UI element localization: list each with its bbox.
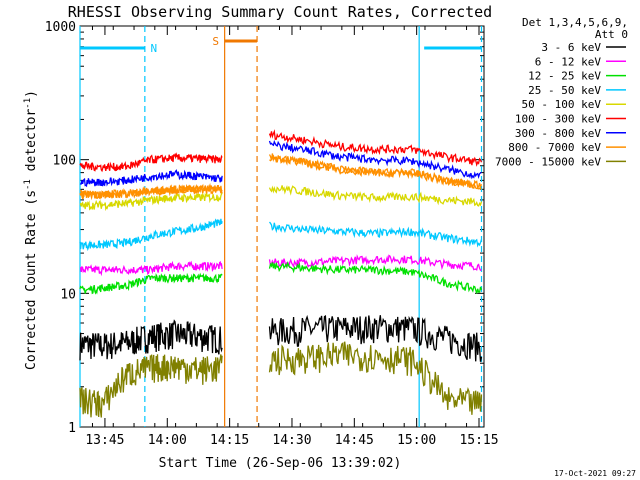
series-100-300-kev: [79, 129, 483, 173]
chart-title: RHESSI Observing Summary Count Rates, Co…: [68, 3, 492, 21]
series-line: [79, 218, 223, 252]
series-line: [268, 261, 483, 294]
series-line: [79, 354, 223, 418]
x-tick-label: 15:00: [397, 433, 436, 448]
series-line: [79, 191, 223, 212]
series-line: [268, 139, 482, 180]
series-line: [268, 341, 483, 415]
y-tick-label: 1: [68, 421, 76, 436]
series-line: [79, 152, 223, 173]
legend-entry-label: 12 - 25 keV: [528, 70, 601, 83]
series-50-100-kev: [79, 185, 483, 212]
series-line: [79, 260, 223, 277]
x-tick-label: 14:45: [335, 433, 374, 448]
series-layer: [79, 129, 483, 418]
series-blue: [79, 139, 482, 188]
series-line: [268, 185, 483, 207]
timestamp: 17-Oct-2021 09:27: [554, 469, 636, 478]
legend-entry-label: 50 - 100 keV: [522, 98, 602, 111]
legend-entry-label: 100 - 300 keV: [515, 113, 601, 126]
series-line: [79, 182, 223, 200]
legend-entry-label: 800 - 7000 keV: [508, 141, 601, 154]
series-line: [268, 129, 483, 167]
legend-entry-label: 300 - 800 keV: [515, 127, 601, 140]
series-line: [79, 169, 223, 188]
x-axis-label: Start Time (26-Sep-06 13:39:02): [159, 456, 402, 471]
flag-bars: NS: [80, 35, 482, 55]
series-3-6-kev: [79, 314, 483, 362]
x-tick-label: 13:45: [85, 433, 124, 448]
legend-entry-label: 6 - 12 keV: [535, 55, 602, 68]
x-tick-label: 14:15: [210, 433, 249, 448]
legend-header: Det 1,3,4,5,6,9,: [522, 16, 628, 29]
series-line: [268, 254, 482, 271]
series-800-7000-kev: [79, 154, 482, 200]
y-tick-label: 1000: [45, 20, 76, 35]
series-line: [268, 221, 483, 248]
x-tick-label: 15:15: [459, 433, 498, 448]
legend-entry-label: 3 - 6 keV: [541, 41, 601, 54]
flag-label: S: [212, 35, 219, 48]
y-axis-label: Corrected Count Rate (s-1 detector-1): [23, 90, 39, 370]
y-tick-label: 10: [60, 287, 76, 302]
x-tick-label: 14:00: [148, 433, 187, 448]
legend-entry-label: 25 - 50 keV: [528, 84, 601, 97]
legend-entry-label: 7000 - 15000 keV: [495, 155, 601, 168]
series-7000-15000-kev: [79, 341, 483, 418]
series-line: [79, 272, 223, 295]
series-6-12-kev: [79, 254, 482, 277]
series-line: [269, 154, 482, 190]
series-line: [79, 319, 223, 361]
x-tick-label: 14:30: [272, 433, 311, 448]
series-25-50-kev: [79, 218, 483, 252]
series-12-25-kev: [79, 261, 483, 295]
vertical-markers: [79, 26, 483, 427]
flag-label: N: [151, 42, 158, 55]
legend-header: Att 0: [595, 28, 628, 41]
series-line: [268, 314, 483, 362]
plot-axes: 1 10 100 1000 13:45 14:00 14:15 14:30 14:45 15:00…: [45, 20, 499, 448]
y-tick-label: 100: [53, 154, 76, 169]
